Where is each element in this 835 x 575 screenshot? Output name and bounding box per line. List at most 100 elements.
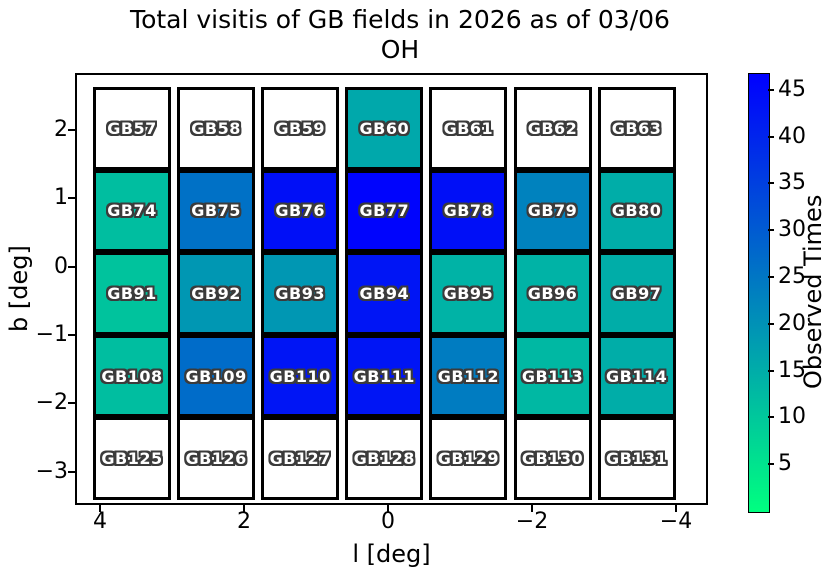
x-tick-label: 2 — [237, 509, 251, 534]
y-tick-label: 2 — [54, 117, 68, 142]
colorbar-label: Observed Times — [799, 194, 827, 390]
field-cell: GB75 — [177, 169, 256, 253]
colorbar-tick-mark — [768, 88, 774, 91]
colorbar-tick-label: 25 — [778, 264, 806, 290]
field-cell: GB113 — [513, 334, 592, 418]
field-cell: GB79 — [513, 169, 592, 253]
colorbar-tick-label: 35 — [778, 170, 806, 196]
y-tick-label: 0 — [54, 253, 68, 279]
x-axis-label: l [deg] — [352, 540, 431, 568]
y-tick-label: −1 — [35, 321, 68, 347]
x-tick-label: −2 — [515, 509, 549, 534]
field-cell: GB130 — [513, 417, 592, 500]
field-cell: GB93 — [261, 252, 340, 335]
field-cell: GB91 — [93, 252, 171, 335]
x-tick-label: 4 — [93, 509, 107, 534]
field-cell: GB128 — [345, 417, 424, 500]
field-cell: GB92 — [177, 252, 256, 335]
field-cell: GB63 — [597, 87, 676, 170]
colorbar-tick-mark — [768, 369, 774, 372]
x-tick-label: −4 — [659, 509, 693, 534]
field-cell: GB74 — [93, 169, 171, 253]
cell-label: GB128 — [353, 449, 415, 469]
cell-label: GB97 — [611, 283, 662, 303]
cell-label: GB95 — [443, 283, 494, 303]
field-cell: GB110 — [261, 334, 340, 418]
cell-label: GB63 — [611, 118, 662, 138]
x-tick-mark — [243, 505, 245, 512]
colorbar — [748, 73, 770, 513]
field-cell: GB95 — [429, 252, 508, 335]
field-cell: GB114 — [597, 334, 676, 418]
cell-label: GB78 — [443, 201, 494, 221]
cell-label: GB127 — [269, 449, 331, 469]
cell-label: GB80 — [611, 201, 662, 221]
cell-label: GB76 — [275, 201, 325, 221]
y-tick-mark — [68, 129, 75, 131]
cell-label: GB110 — [269, 366, 331, 386]
cell-label: GB113 — [521, 366, 584, 386]
cell-label: GB109 — [185, 366, 247, 386]
y-tick-mark — [68, 333, 75, 336]
cell-label: GB111 — [353, 366, 415, 386]
x-tick-mark — [99, 505, 101, 512]
cell-label: GB61 — [443, 118, 494, 138]
colorbar-tick-mark — [768, 416, 774, 419]
colorbar-tick-mark — [768, 182, 774, 185]
field-cell: GB111 — [345, 334, 424, 418]
cell-label: GB129 — [437, 449, 499, 469]
field-cell: GB60 — [345, 87, 424, 170]
cell-label: GB108 — [101, 366, 163, 386]
colorbar-tick-label: 15 — [778, 357, 806, 383]
cell-label: GB93 — [275, 283, 325, 303]
cell-label: GB130 — [521, 449, 584, 469]
field-cell: GB108 — [93, 334, 171, 418]
colorbar-tick-label: 20 — [778, 310, 806, 336]
colorbar-tick-label: 40 — [778, 123, 806, 149]
x-tick-mark — [387, 505, 389, 512]
cell-label: GB79 — [527, 201, 578, 221]
field-cell: GB112 — [429, 334, 508, 418]
colorbar-tick-mark — [768, 229, 774, 232]
cell-label: GB96 — [527, 283, 578, 303]
y-tick-label: −2 — [35, 390, 68, 416]
x-tick-mark — [531, 505, 533, 512]
cell-label: GB92 — [191, 283, 241, 303]
cell-label: GB75 — [191, 201, 241, 221]
field-cell: GB59 — [261, 87, 340, 170]
cell-label: GB60 — [359, 118, 410, 138]
y-tick-mark — [68, 402, 75, 405]
field-cell: GB61 — [429, 87, 508, 170]
cell-label: GB74 — [107, 201, 157, 221]
field-cell: GB78 — [429, 169, 508, 253]
x-tick-label: 0 — [381, 509, 395, 534]
cell-label: GB112 — [437, 366, 499, 386]
cell-label: GB131 — [605, 449, 668, 469]
cell-label: GB126 — [185, 449, 247, 469]
cell-label: GB57 — [107, 118, 157, 138]
y-tick-mark — [68, 265, 75, 268]
field-cell: GB80 — [597, 169, 676, 253]
y-tick-mark — [68, 197, 75, 200]
field-cell: GB62 — [513, 87, 592, 170]
field-cell: GB126 — [177, 417, 256, 500]
field-cell: GB125 — [93, 417, 171, 500]
x-tick-mark — [675, 505, 677, 512]
field-cell: GB57 — [93, 87, 171, 170]
cell-label: GB62 — [527, 118, 578, 138]
field-cell: GB129 — [429, 417, 508, 500]
figure-title-line2: OH — [380, 35, 420, 64]
field-cell: GB127 — [261, 417, 340, 500]
field-cell: GB109 — [177, 334, 256, 418]
colorbar-tick-mark — [768, 135, 774, 138]
cell-label: GB114 — [605, 366, 668, 386]
field-cell: GB96 — [513, 252, 592, 335]
field-cell: GB77 — [345, 169, 424, 253]
y-axis-label: b [deg] — [5, 245, 33, 333]
cell-label: GB77 — [359, 201, 410, 221]
figure-title-line1: Total visitis of GB fields in 2026 as of… — [130, 5, 670, 34]
field-cell: GB58 — [177, 87, 256, 170]
y-tick-mark — [68, 470, 75, 473]
cell-label: GB58 — [191, 118, 241, 138]
